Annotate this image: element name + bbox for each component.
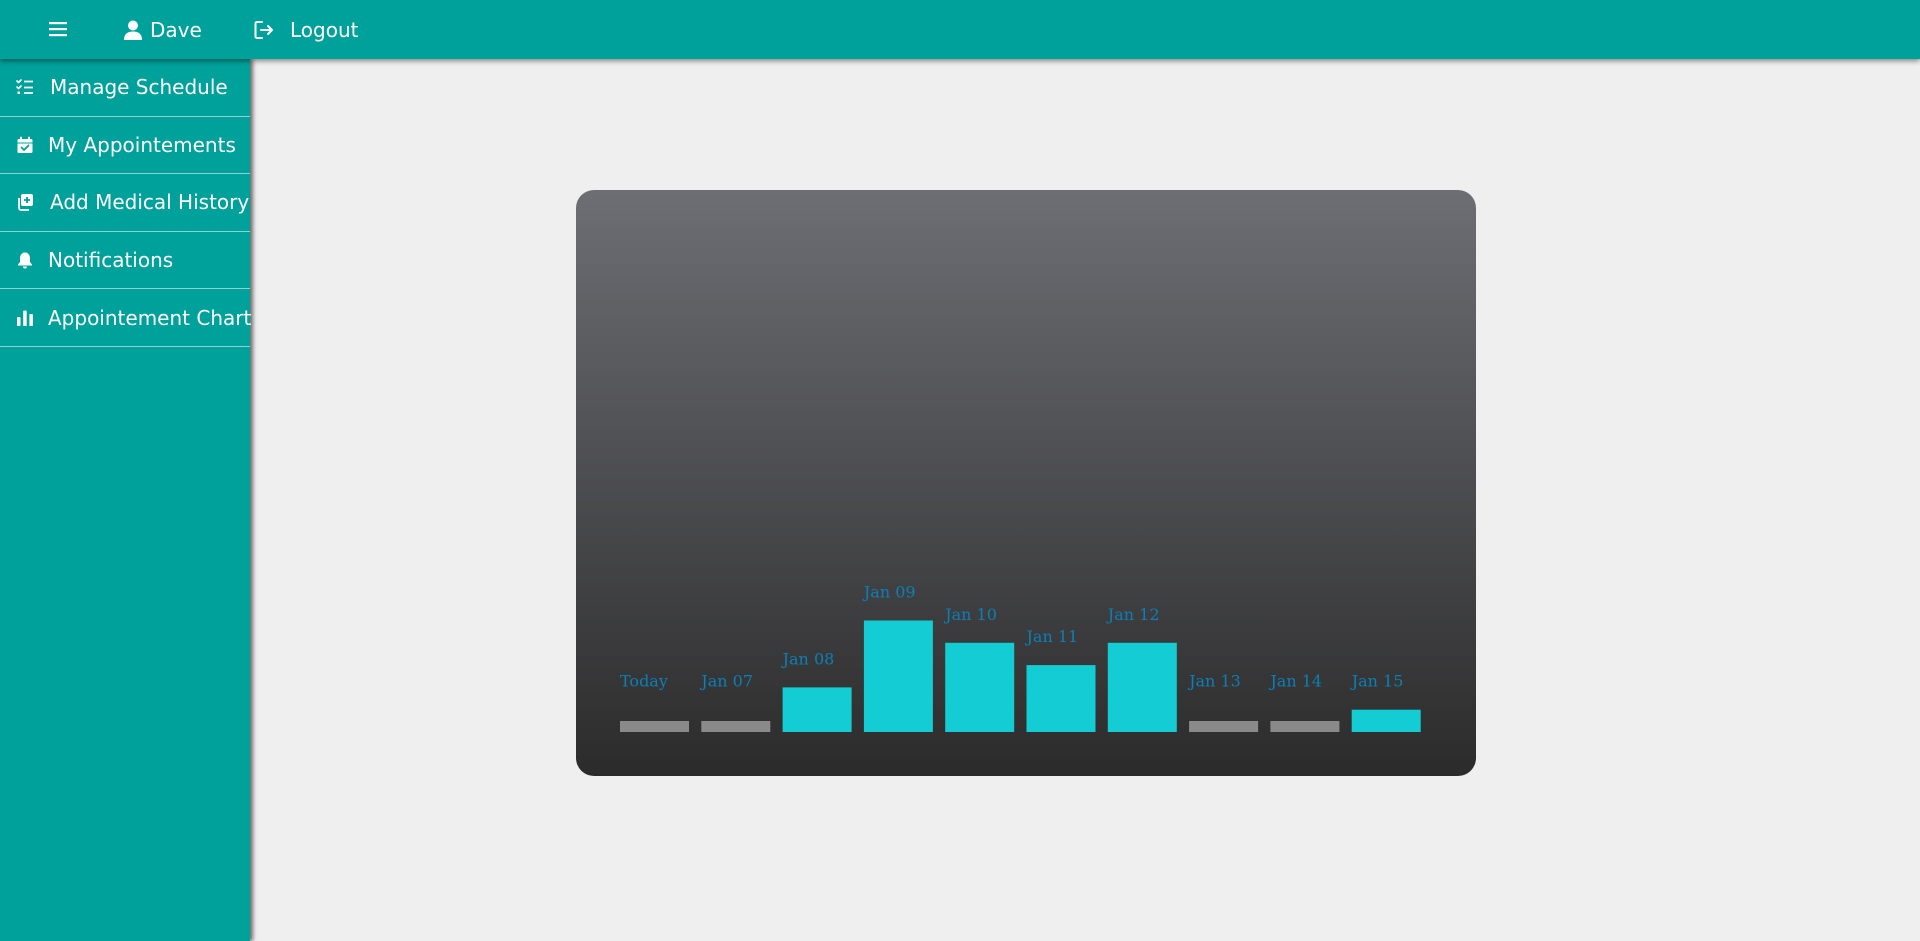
bar-jan-14 [1270,721,1340,732]
logout-button[interactable]: Logout [252,0,358,59]
logout-label: Logout [290,17,359,42]
sidebar-item-my-appointements[interactable]: My Appointements [0,117,250,175]
bar-label: Jan 14 [1268,672,1322,691]
sidebar-item-notifications[interactable]: Notifications [0,232,250,290]
sidebar-item-appointement-chart[interactable]: Appointement Chart [0,289,252,347]
sidebar-item-add-medical-history[interactable]: Add Medical History [0,174,250,232]
appointment-bar-chart: Today Jan 07 Jan 08 Jan 09 Jan 10 Jan 11 Jan 1… [620,583,1421,732]
bar-jan-12 [1107,642,1177,732]
logout-icon [254,20,273,39]
bar-jan-08 [782,687,852,732]
bar-label: Jan 10 [943,605,997,624]
bar-label: Jan 12 [1106,605,1160,624]
menu-toggle-button[interactable] [47,18,69,40]
user-name: Dave [150,17,202,42]
add-copy-icon [18,194,33,212]
bar-jan-09 [863,620,933,732]
sidebar-item-label: Add Medical History [50,190,250,215]
bar-jan-13 [1189,721,1259,732]
sidebar-item-manage-schedule[interactable]: Manage Schedule [0,59,250,117]
bar-label: Jan 08 [781,649,835,668]
appointment-chart-card: Today Jan 07 Jan 08 Jan 09 Jan 10 Jan 11 Jan 1… [576,190,1476,776]
bar-jan-07 [701,721,771,732]
hamburger-icon [49,22,67,37]
bar-label: Jan 09 [862,583,916,602]
sidebar-item-label: Manage Schedule [50,75,228,100]
bar-label: Today [620,672,668,691]
user-icon [124,20,142,40]
bell-icon [18,252,32,269]
sidebar-item-label: Notifications [48,248,174,273]
bar-jan-10 [945,642,1015,732]
bar-label: Jan 13 [1187,672,1241,691]
bar-label: Jan 07 [699,672,753,691]
bar-today [620,721,689,732]
bar-label: Jan 15 [1350,672,1404,691]
sidebar-item-label: My Appointements [48,132,236,157]
bar-jan-15 [1351,709,1421,732]
bar-chart-icon [17,310,33,326]
bar-jan-11 [1026,665,1096,732]
checklist-icon [16,79,33,95]
sidebar: Manage Schedule My Appointements Add Med… [0,59,252,941]
bar-label: Jan 11 [1025,627,1079,646]
user-menu[interactable]: Dave [122,0,202,59]
top-navbar: Dave Logout [0,0,1920,59]
calendar-check-icon [17,136,33,153]
sidebar-item-label: Appointement Chart [48,305,252,330]
